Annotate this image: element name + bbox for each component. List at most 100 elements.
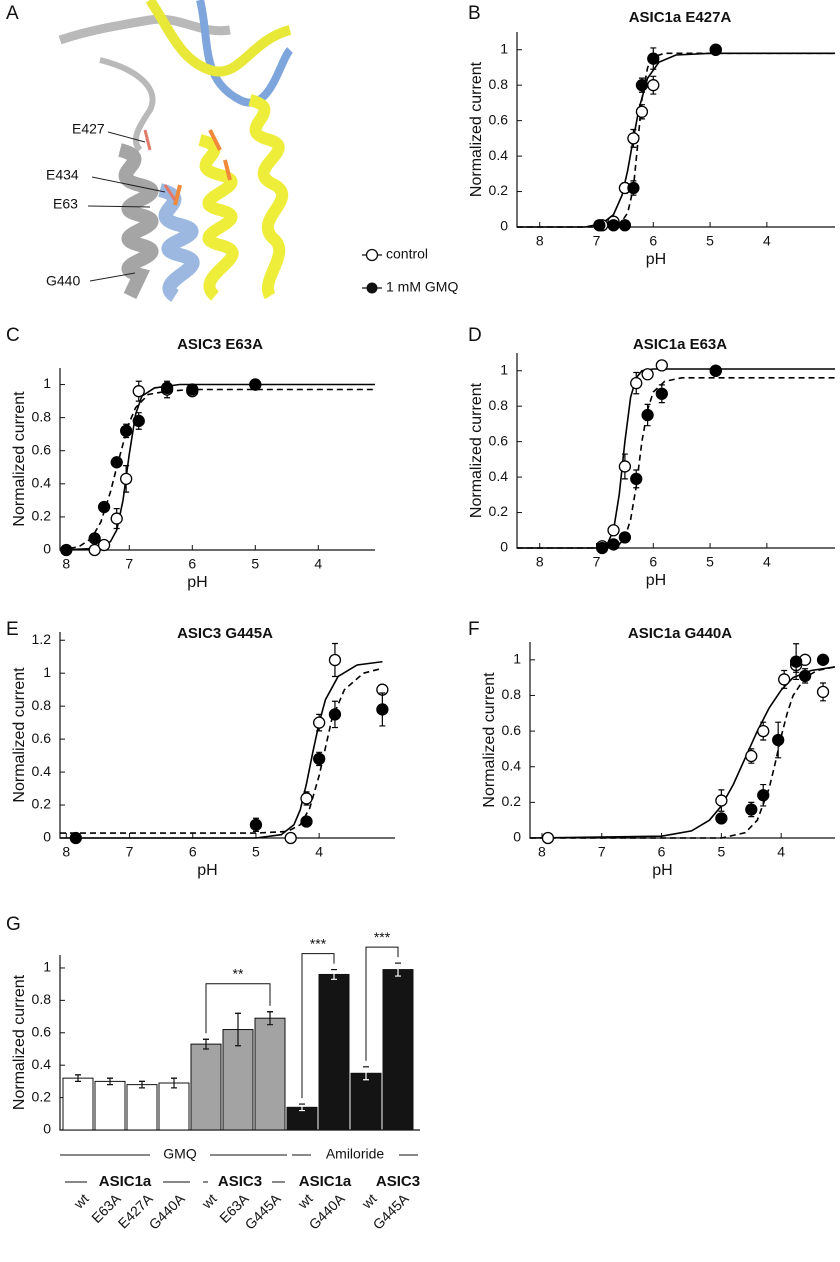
y-tick-label: 0.8 <box>32 697 52 713</box>
data-point <box>757 724 770 738</box>
data-point <box>772 733 785 747</box>
residue-label: E63 <box>53 196 78 212</box>
data-point <box>630 472 643 486</box>
y-tick-label: 1 <box>500 361 508 377</box>
data-point <box>313 752 326 766</box>
y-tick-label: 0.6 <box>502 722 522 738</box>
data-point <box>132 414 145 428</box>
significance-label: *** <box>374 929 391 945</box>
data-point <box>328 653 342 667</box>
data-point <box>627 132 640 145</box>
bar <box>62 1077 94 1131</box>
x-tick-label: 7 <box>598 844 606 860</box>
x-tick-label: 7 <box>125 556 133 572</box>
data-point <box>641 408 654 422</box>
y-tick-label: 0.2 <box>32 508 52 524</box>
data-point <box>120 424 133 438</box>
data-point <box>160 381 174 395</box>
yellow-helix-2 <box>248 94 289 300</box>
bar <box>382 969 414 1131</box>
blue-helix <box>157 183 200 302</box>
data-point <box>97 500 111 514</box>
legend-label: 1 mM GMQ <box>386 279 458 295</box>
data-point <box>541 831 555 845</box>
y-axis-label: Normalized current <box>11 667 28 803</box>
panel-letter: B <box>468 3 481 24</box>
axis-line <box>59 368 375 551</box>
y-tick-label: 1 <box>513 651 521 667</box>
data-point <box>647 52 660 65</box>
panel-letter: D <box>468 325 482 346</box>
chart-title: ASIC3 E63A <box>177 336 263 353</box>
x-tick-label: wt <box>294 1190 316 1212</box>
subgroup-label: ASIC1a <box>299 1173 352 1190</box>
data-point <box>110 512 123 525</box>
data-point <box>745 749 758 763</box>
x-tick-label: 4 <box>314 556 322 572</box>
x-axis-label: pH <box>187 574 207 591</box>
x-tick-label: 7 <box>593 233 601 249</box>
data-point <box>97 538 111 552</box>
y-tick-label: 0 <box>43 829 51 845</box>
chart-title: ASIC3 G445A <box>177 625 273 642</box>
bar <box>158 1082 190 1131</box>
y-axis-label: Normalized current <box>481 672 498 808</box>
x-tick-label: 6 <box>658 844 666 860</box>
data-point <box>249 818 263 831</box>
legend-label: control <box>386 246 428 262</box>
x-tick-label: 8 <box>538 844 546 860</box>
data-point <box>607 219 620 232</box>
group-label: Amiloride <box>326 1146 385 1162</box>
y-tick-label: 0.2 <box>502 793 522 809</box>
side-chains-red <box>143 129 177 201</box>
data-point <box>647 79 660 92</box>
residue-label: G440 <box>46 273 80 289</box>
x-tick-label: 4 <box>763 233 771 249</box>
x-tick-label: 8 <box>62 556 70 572</box>
x-tick-label: 7 <box>593 554 601 570</box>
x-tick-label: 5 <box>706 554 714 570</box>
data-point <box>593 219 606 232</box>
y-axis-label: Normalized current <box>11 974 28 1110</box>
data-point <box>627 181 640 195</box>
x-tick-label: 6 <box>649 233 657 249</box>
data-point <box>186 383 199 396</box>
x-tick-label: wt <box>70 1190 92 1212</box>
data-point <box>69 831 82 845</box>
legend-marker <box>366 282 378 294</box>
data-point <box>328 708 342 721</box>
gray-loop <box>99 57 156 153</box>
x-tick-label: 4 <box>763 554 771 570</box>
data-point <box>635 105 649 118</box>
x-tick-label: 8 <box>536 554 544 570</box>
data-point <box>376 703 389 716</box>
x-axis-label: pH <box>646 572 666 589</box>
residue-label: E434 <box>46 167 79 183</box>
data-point <box>618 531 632 544</box>
axis-line <box>516 32 835 228</box>
y-tick-label: 0.6 <box>32 730 52 746</box>
y-tick-label: 0.8 <box>32 991 52 1007</box>
panel-letter: F <box>468 619 480 640</box>
x-tick-label: 5 <box>251 556 259 572</box>
x-tick-label: wt <box>358 1190 380 1212</box>
x-tick-label: G445A <box>242 1190 285 1233</box>
x-tick-label: G445A <box>370 1190 413 1233</box>
y-tick-label: 0.8 <box>502 686 522 702</box>
x-tick-label: 8 <box>62 844 70 860</box>
fit-curve <box>59 383 375 551</box>
significance-bracket <box>301 953 335 1099</box>
bar <box>190 1043 222 1131</box>
y-tick-label: 0.2 <box>32 796 52 812</box>
y-tick-label: 0.2 <box>32 1088 52 1104</box>
bar <box>254 1017 286 1131</box>
yellow-strand <box>145 0 292 77</box>
panel-letter: G <box>6 914 21 935</box>
leader-line <box>91 176 166 193</box>
y-tick-label: 0.6 <box>489 111 509 127</box>
data-point <box>607 538 620 551</box>
bar <box>94 1080 126 1131</box>
data-point <box>757 789 770 802</box>
y-tick-label: 1 <box>43 959 51 975</box>
